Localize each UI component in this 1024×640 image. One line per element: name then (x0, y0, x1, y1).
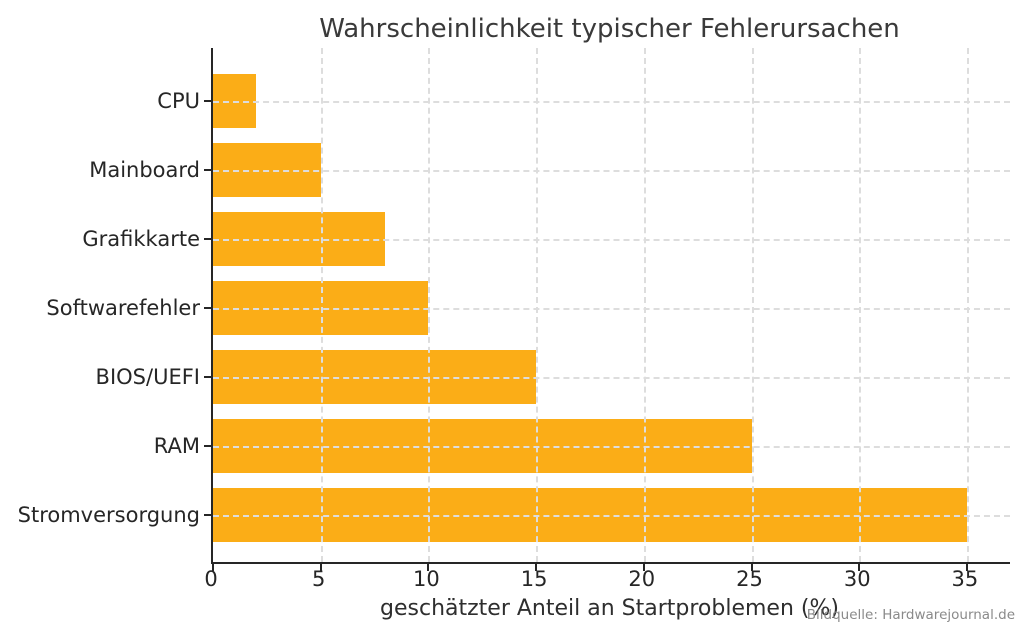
y-axis-label-ram: RAM (153, 434, 200, 458)
horizontal-gridline (213, 446, 1010, 448)
x-tick-label: 15 (520, 567, 548, 591)
x-tick-mark (535, 564, 538, 571)
x-tick-mark (319, 564, 322, 571)
y-tick-mark (204, 100, 211, 102)
x-tick-label: 35 (951, 567, 979, 591)
y-tick-mark (204, 514, 211, 516)
y-axis-label-stromversorgung: Stromversorgung (17, 503, 200, 527)
vertical-gridline (751, 48, 754, 562)
source-credit: Bildquelle: Hardwarejournal.de (806, 607, 1015, 623)
plot-area (204, 48, 1010, 571)
x-tick-label: 20 (628, 567, 656, 591)
vertical-gridline (643, 48, 646, 562)
x-tick-mark (858, 564, 861, 571)
x-tick-mark (965, 564, 968, 571)
y-axis-labels: CPU Mainboard Grafikkarte Softwarefehler BIO… (0, 48, 200, 562)
y-tick-mark (204, 307, 211, 309)
vertical-gridline (428, 48, 431, 562)
y-axis-label-bios-uefi: BIOS/UEFI (95, 365, 200, 389)
horizontal-gridline (213, 170, 1010, 172)
y-axis-label-grafikkarte: Grafikkarte (82, 227, 200, 251)
x-tick-label: 0 (204, 567, 218, 591)
y-tick-mark (204, 445, 211, 447)
vertical-gridline (859, 48, 862, 562)
x-axis-tick-labels: 0 5 10 15 20 25 30 35 (204, 567, 1008, 593)
x-tick-mark (212, 564, 214, 571)
x-axis-label: geschätzter Anteil an Startproblemen (%) (380, 596, 839, 621)
y-axis-label-softwarefehler: Softwarefehler (46, 296, 200, 320)
vertical-gridline (320, 48, 323, 562)
horizontal-gridline (213, 239, 1010, 241)
x-tick-label: 30 (843, 567, 871, 591)
x-tick-label: 10 (413, 567, 440, 591)
y-axis-label-mainboard: Mainboard (89, 158, 200, 182)
vertical-gridline (536, 48, 539, 562)
y-tick-mark (204, 376, 211, 378)
horizontal-gridline (213, 377, 1010, 379)
horizontal-gridline (213, 101, 1010, 103)
y-tick-mark (204, 169, 211, 171)
x-tick-mark (750, 564, 753, 571)
horizontal-gridline (213, 515, 1010, 517)
x-tick-label: 25 (736, 567, 763, 591)
vertical-gridline (966, 48, 969, 562)
x-tick-mark (427, 564, 430, 571)
y-tick-mark (204, 238, 211, 240)
horizontal-gridline (213, 308, 1010, 310)
y-axis-label-cpu: CPU (157, 89, 200, 113)
x-tick-mark (642, 564, 645, 571)
chart-title: Wahrscheinlichkeit typischer Fehlerursac… (319, 14, 900, 44)
x-tick-label: 5 (312, 567, 326, 591)
